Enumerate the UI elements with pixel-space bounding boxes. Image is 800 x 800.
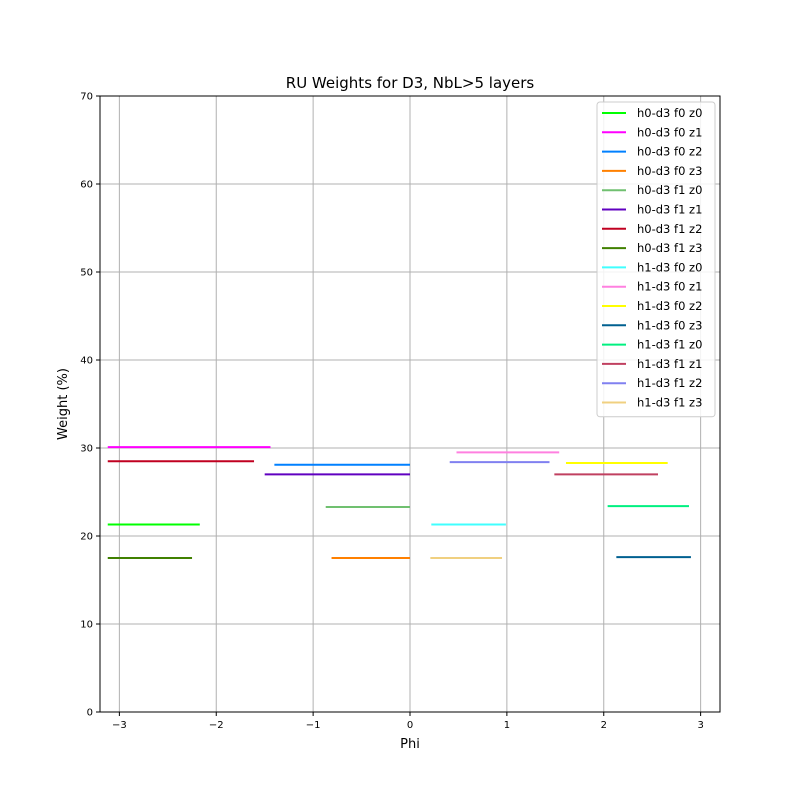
x-tick-label: −2 (209, 720, 224, 731)
legend-label: h1-d3 f0 z2 (637, 299, 702, 313)
legend-label: h1-d3 f1 z3 (637, 396, 702, 410)
legend-label: h0-d3 f0 z3 (637, 164, 702, 178)
legend-label: h0-d3 f1 z2 (637, 222, 702, 236)
legend-label: h0-d3 f0 z1 (637, 125, 702, 139)
y-tick-label: 70 (80, 92, 93, 103)
legend-label: h1-d3 f1 z1 (637, 357, 702, 371)
y-tick-label: 20 (80, 532, 93, 543)
legend: h0-d3 f0 z0 h0-d3 f0 z1 h0-d3 f0 z2 h0-d3 f… (596, 101, 716, 418)
y-tick-label: 30 (80, 444, 93, 455)
legend-box (596, 101, 716, 418)
x-tick-label: −3 (112, 720, 127, 731)
x-axis-label: Phi (400, 737, 420, 752)
y-axis-label: Weight (%) (56, 368, 71, 440)
x-tick-label: 2 (601, 720, 607, 731)
legend-label: h1-d3 f1 z0 (637, 338, 702, 352)
legend-label: h1-d3 f0 z1 (637, 280, 702, 294)
legend-label: h0-d3 f1 z1 (637, 203, 702, 217)
x-tick-label: −1 (306, 720, 321, 731)
x-tick-label: 1 (504, 720, 510, 731)
y-tick-label: 10 (80, 620, 93, 631)
legend-label: h1-d3 f0 z0 (637, 260, 702, 274)
y-tick-label: 40 (80, 356, 93, 367)
chart-title: RU Weights for D3, NbL>5 layers (286, 74, 535, 92)
x-tick-label: 0 (407, 720, 413, 731)
x-tick-label: 3 (697, 720, 703, 731)
series-lines (107, 446, 691, 559)
y-tick-label: 0 (87, 708, 93, 719)
legend-label: h1-d3 f0 z3 (637, 318, 702, 332)
legend-label: h1-d3 f1 z2 (637, 376, 702, 390)
legend-label: h0-d3 f1 z3 (637, 241, 702, 255)
legend-label: h0-d3 f1 z0 (637, 183, 702, 197)
y-tick-label: 60 (80, 180, 93, 191)
y-tick-label: 50 (80, 268, 93, 279)
legend-label: h0-d3 f0 z0 (637, 106, 702, 120)
legend-label: h0-d3 f0 z2 (637, 145, 702, 159)
